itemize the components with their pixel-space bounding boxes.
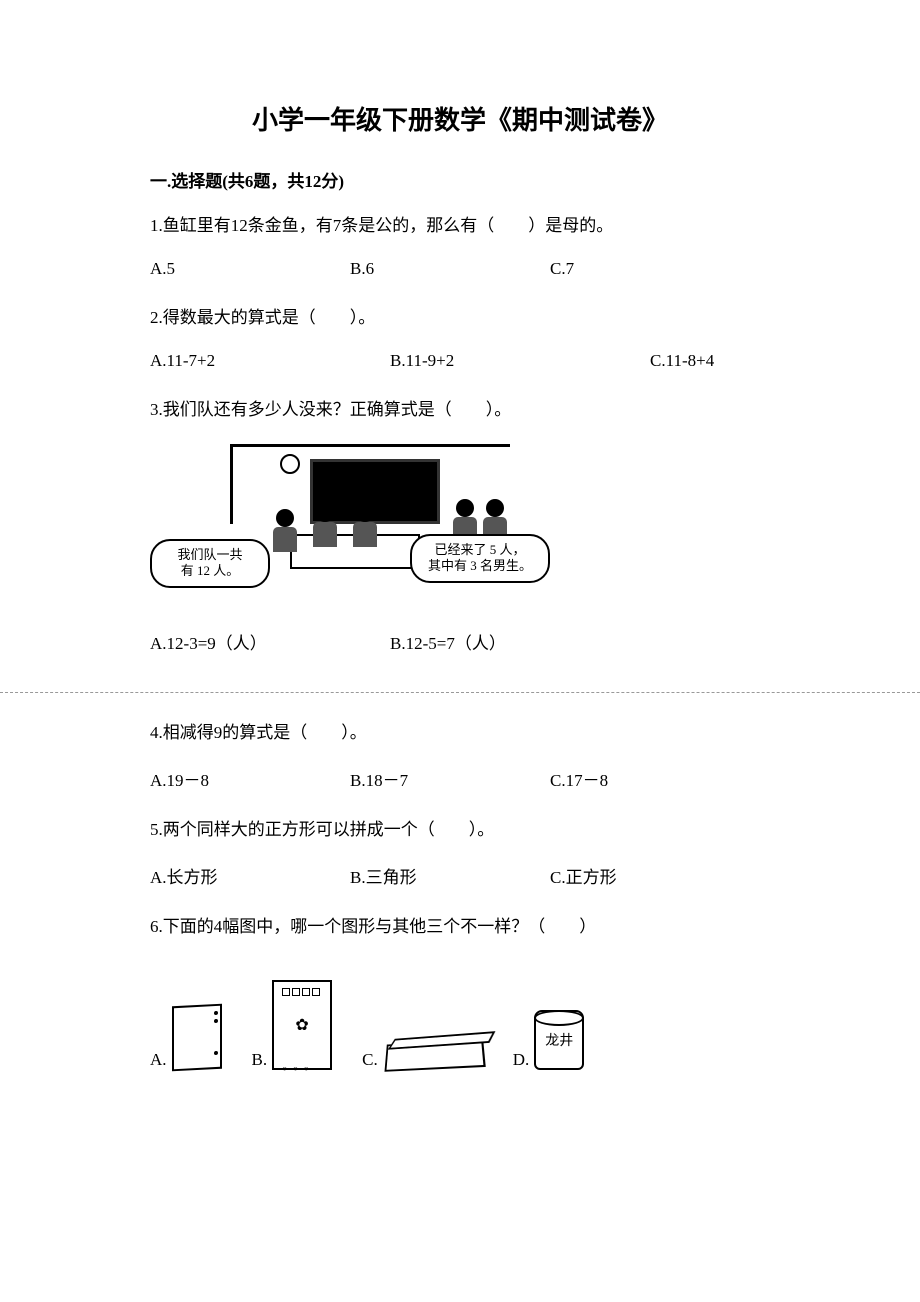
question-1-text: 1.鱼缸里有12条金鱼，有7条是公的，那么有（ ）是母的。 bbox=[150, 212, 770, 239]
speech-bubble-left: 我们队一共 有 12 人。 bbox=[150, 539, 270, 589]
q3-option-a: A.12-3=9（人） bbox=[150, 629, 390, 654]
bubble-left-line1: 我们队一共 bbox=[162, 547, 258, 564]
bubble-right-line2: 其中有 3 名男生。 bbox=[422, 558, 538, 575]
student-icon bbox=[270, 509, 300, 554]
student-icon bbox=[350, 504, 380, 549]
question-5-text: 5.两个同样大的正方形可以拼成一个（ ）。 bbox=[150, 816, 770, 843]
q6-label-b: B. bbox=[252, 1050, 268, 1070]
q6-label-c: C. bbox=[362, 1050, 378, 1070]
q4-option-c: C.17－8 bbox=[550, 766, 750, 791]
question-3-options: A.12-3=9（人） B.12-5=7（人） bbox=[150, 629, 770, 654]
q2-option-a: A.11-7+2 bbox=[150, 351, 390, 371]
question-2-text: 2.得数最大的算式是（ ）。 bbox=[150, 304, 770, 331]
rectangular-box-icon bbox=[172, 1004, 222, 1072]
q5-option-c: C.正方形 bbox=[550, 863, 750, 888]
q6-option-c: C. bbox=[362, 1040, 483, 1070]
student-icon bbox=[310, 504, 340, 549]
q1-option-a: A.5 bbox=[150, 259, 350, 279]
q4-option-a: A.19－8 bbox=[150, 766, 350, 791]
question-3-illustration: 我们队一共 有 12 人。 已经来了 5 人， 其中有 3 名男生。 bbox=[150, 444, 530, 604]
bubble-right-line1: 已经来了 5 人， bbox=[422, 542, 538, 559]
q6-label-d: D. bbox=[513, 1050, 530, 1070]
q4-option-b: B.18－7 bbox=[350, 766, 550, 791]
question-1-options: A.5 B.6 C.7 bbox=[150, 259, 770, 279]
q2-option-b: B.11-9+2 bbox=[390, 351, 650, 371]
question-2-options: A.11-7+2 B.11-9+2 C.11-8+4 bbox=[150, 351, 770, 371]
question-4-text: 4.相减得9的算式是（ ）。 bbox=[150, 719, 770, 746]
q3-option-b: B.12-5=7（人） bbox=[390, 629, 650, 654]
q1-option-c: C.7 bbox=[550, 259, 750, 279]
clock-icon bbox=[280, 454, 300, 474]
question-3-text: 3.我们队还有多少人没来？正确算式是（ ）。 bbox=[150, 396, 770, 423]
flat-box-icon bbox=[384, 1038, 485, 1072]
cylinder-label: 龙井 bbox=[545, 1030, 573, 1050]
question-4-options: A.19－8 B.18－7 C.17－8 bbox=[150, 766, 770, 791]
q6-option-d: D. 龙井 bbox=[513, 1010, 585, 1070]
page-title: 小学一年级下册数学《期中测试卷》 bbox=[150, 100, 770, 137]
q5-option-a: A.长方形 bbox=[150, 863, 350, 888]
q1-option-b: B.6 bbox=[350, 259, 550, 279]
question-6-text: 6.下面的4幅图中，哪一个图形与其他三个不一样？（ ） bbox=[150, 913, 770, 940]
cylinder-icon: 龙井 bbox=[534, 1010, 584, 1070]
q6-option-a: A. bbox=[150, 1005, 222, 1070]
question-6-options: A. B. C. D. 龙井 bbox=[150, 980, 770, 1070]
q5-option-b: B.三角形 bbox=[350, 863, 550, 888]
bubble-left-line2: 有 12 人。 bbox=[162, 563, 258, 580]
q6-option-b: B. bbox=[252, 980, 333, 1070]
page-divider bbox=[0, 692, 920, 693]
question-5-options: A.长方形 B.三角形 C.正方形 bbox=[150, 863, 770, 888]
section-1-header: 一.选择题(共6题，共12分) bbox=[150, 167, 770, 192]
tall-box-icon bbox=[272, 980, 332, 1070]
q2-option-c: C.11-8+4 bbox=[650, 351, 850, 371]
speech-bubble-right: 已经来了 5 人， 其中有 3 名男生。 bbox=[410, 534, 550, 584]
q6-label-a: A. bbox=[150, 1050, 167, 1070]
